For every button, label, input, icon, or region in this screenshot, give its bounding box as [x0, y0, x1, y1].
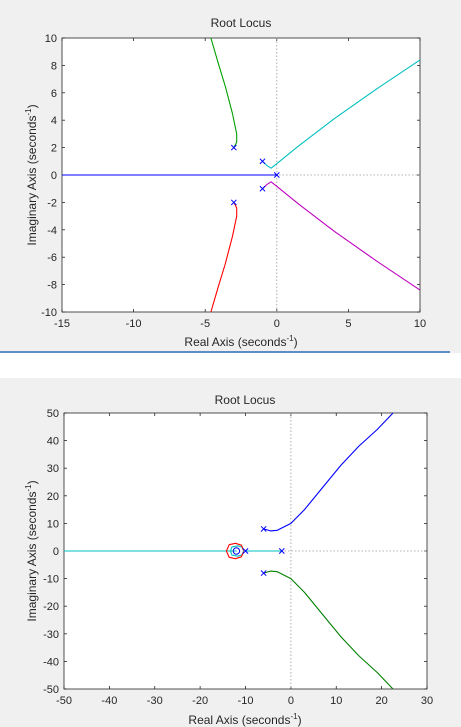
- x-tick-label: -5: [200, 318, 210, 330]
- y-tick-label: -8: [47, 280, 57, 292]
- y-tick-label: 8: [51, 60, 57, 72]
- x-tick-label: 30: [421, 695, 433, 707]
- zero-marker: [232, 547, 241, 555]
- pole-marker: [242, 548, 249, 554]
- y-tick-label: 6: [51, 88, 57, 100]
- root-locus-chart-2: -50 -40 -30 -20 -10 0 10 20 30 -50 -40 -30 -20 -10 0 10…: [24, 393, 433, 727]
- y-tick-label: 40: [47, 436, 59, 448]
- pole-marker: [260, 525, 267, 532]
- y-tick-label: 20: [47, 491, 59, 503]
- x-tick-label: -15: [54, 318, 70, 330]
- y-tick-label: -2: [47, 197, 57, 209]
- x-tick-label: -50: [56, 695, 72, 707]
- y-tick-label: 4: [51, 115, 57, 127]
- locus-branches: [62, 37, 421, 313]
- y-tick-label: -20: [43, 601, 59, 613]
- x-tick-label: 10: [414, 318, 426, 330]
- y-axis-label: Imaginary Axis (seconds-1): [24, 104, 39, 245]
- chart-title: Root Locus: [215, 393, 276, 407]
- locus-branch: [229, 545, 245, 557]
- locus-branch: [210, 202, 238, 313]
- y-tick-label: -30: [43, 629, 59, 641]
- section-divider: [0, 351, 450, 353]
- locus-branches: [64, 412, 394, 690]
- x-tick-label: -20: [192, 695, 208, 707]
- locus-branch: [263, 412, 394, 532]
- locus-branch: [210, 37, 238, 148]
- x-tick-label: 20: [376, 695, 388, 707]
- y-axis-label: Imaginary Axis (seconds-1): [24, 480, 39, 621]
- pole-marker: [278, 548, 285, 554]
- y-tick-label: -40: [43, 656, 59, 668]
- pole-marker: [230, 144, 237, 151]
- locus-branch: [262, 59, 421, 169]
- y-tick-label: 30: [47, 463, 59, 475]
- x-axis-label: Real Axis (seconds-1): [188, 712, 301, 727]
- ticks: [61, 37, 421, 313]
- locus-branch: [262, 181, 421, 291]
- poles-zeros: [232, 525, 285, 577]
- pole-marker: [260, 570, 267, 577]
- y-tick-label: -50: [43, 684, 59, 696]
- tick-labels: -50 -40 -30 -20 -10 0 10 20 30 -50 -40 -30 -20 -10 0 10…: [43, 408, 433, 707]
- pole-marker: [259, 158, 266, 165]
- root-locus-figure-1: -15 -10 -5 0 5 10 -10 -8 -6 -4 -2 0 2 4 6 8 10 Root Locu…: [0, 0, 461, 350]
- x-tick-label: 0: [288, 695, 294, 707]
- x-tick-label: -10: [238, 695, 254, 707]
- root-locus-figure-2: -50 -40 -30 -20 -10 0 10 20 30 -50 -40 -30 -20 -10 0 10…: [0, 378, 461, 727]
- x-tick-label: 5: [345, 318, 351, 330]
- x-tick-label: 10: [330, 695, 342, 707]
- pole-marker: [273, 172, 280, 178]
- pole-marker: [230, 199, 237, 206]
- locus-branch: [263, 570, 394, 690]
- y-tick-label: 0: [53, 546, 59, 558]
- y-tick-label: 10: [45, 33, 57, 45]
- x-tick-label: 0: [274, 318, 280, 330]
- y-tick-label: 50: [47, 408, 59, 420]
- x-axis-label: Real Axis (seconds-1): [184, 334, 297, 349]
- y-tick-label: -4: [47, 225, 57, 237]
- y-tick-label: -10: [43, 574, 59, 586]
- x-tick-label: -30: [147, 695, 163, 707]
- locus-branch: [225, 542, 245, 560]
- x-tick-label: -10: [126, 318, 142, 330]
- poles-zeros: [230, 144, 280, 206]
- y-tick-label: -6: [47, 252, 57, 264]
- x-tick-label: -40: [101, 695, 117, 707]
- y-tick-label: 2: [51, 143, 57, 155]
- section-gap: [0, 353, 461, 378]
- chart-title: Root Locus: [211, 16, 272, 30]
- y-tick-label: 10: [47, 518, 59, 530]
- y-tick-label: -10: [41, 307, 57, 319]
- y-tick-label: 0: [51, 170, 57, 182]
- pole-marker: [259, 185, 266, 192]
